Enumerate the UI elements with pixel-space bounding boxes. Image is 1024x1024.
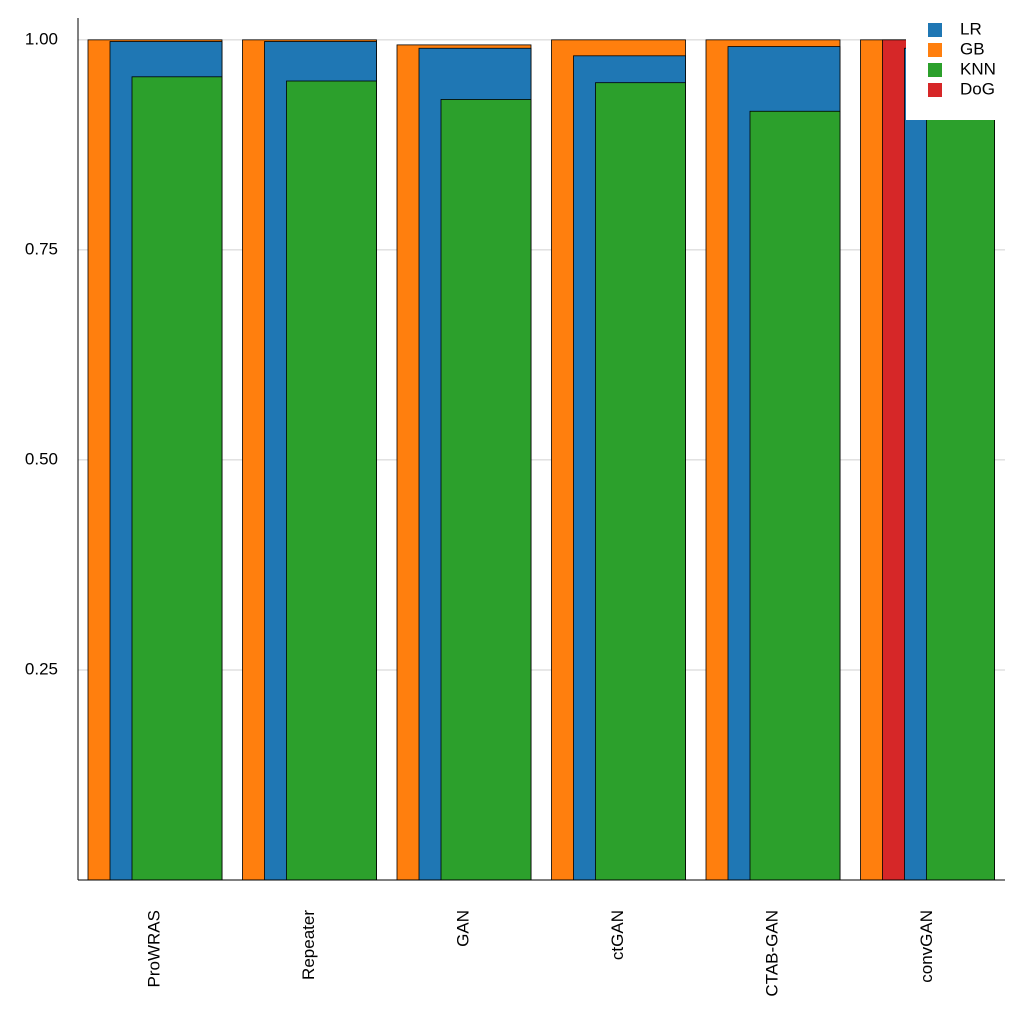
- x-tick-label: Repeater: [299, 910, 318, 980]
- bar: [131, 76, 223, 881]
- legend-swatch: [928, 43, 942, 57]
- x-tick-label: ProWRAS: [144, 910, 163, 987]
- x-tick-label: ctGAN: [608, 910, 627, 960]
- bar: [440, 99, 532, 881]
- x-tick-label: CTAB-GAN: [762, 910, 781, 997]
- bar: [749, 110, 841, 881]
- y-tick-label: 0.50: [25, 449, 58, 468]
- legend-swatch: [928, 63, 942, 77]
- y-tick-label: 1.00: [25, 29, 58, 48]
- bar: [595, 82, 686, 881]
- legend-swatch: [928, 83, 942, 97]
- y-tick-label: 0.25: [25, 659, 58, 678]
- legend-label: GB: [960, 39, 985, 58]
- x-tick-label: GAN: [453, 910, 472, 947]
- legend-label: LR: [960, 19, 982, 38]
- y-tick-label: 0.75: [25, 239, 58, 258]
- bar: [926, 73, 995, 881]
- x-tick-label: convGAN: [917, 910, 936, 983]
- legend-label: DoG: [960, 79, 995, 98]
- bar: [286, 80, 377, 881]
- legend-swatch: [928, 23, 942, 37]
- legend-box: [906, 18, 1005, 120]
- legend-label: KNN: [960, 59, 996, 78]
